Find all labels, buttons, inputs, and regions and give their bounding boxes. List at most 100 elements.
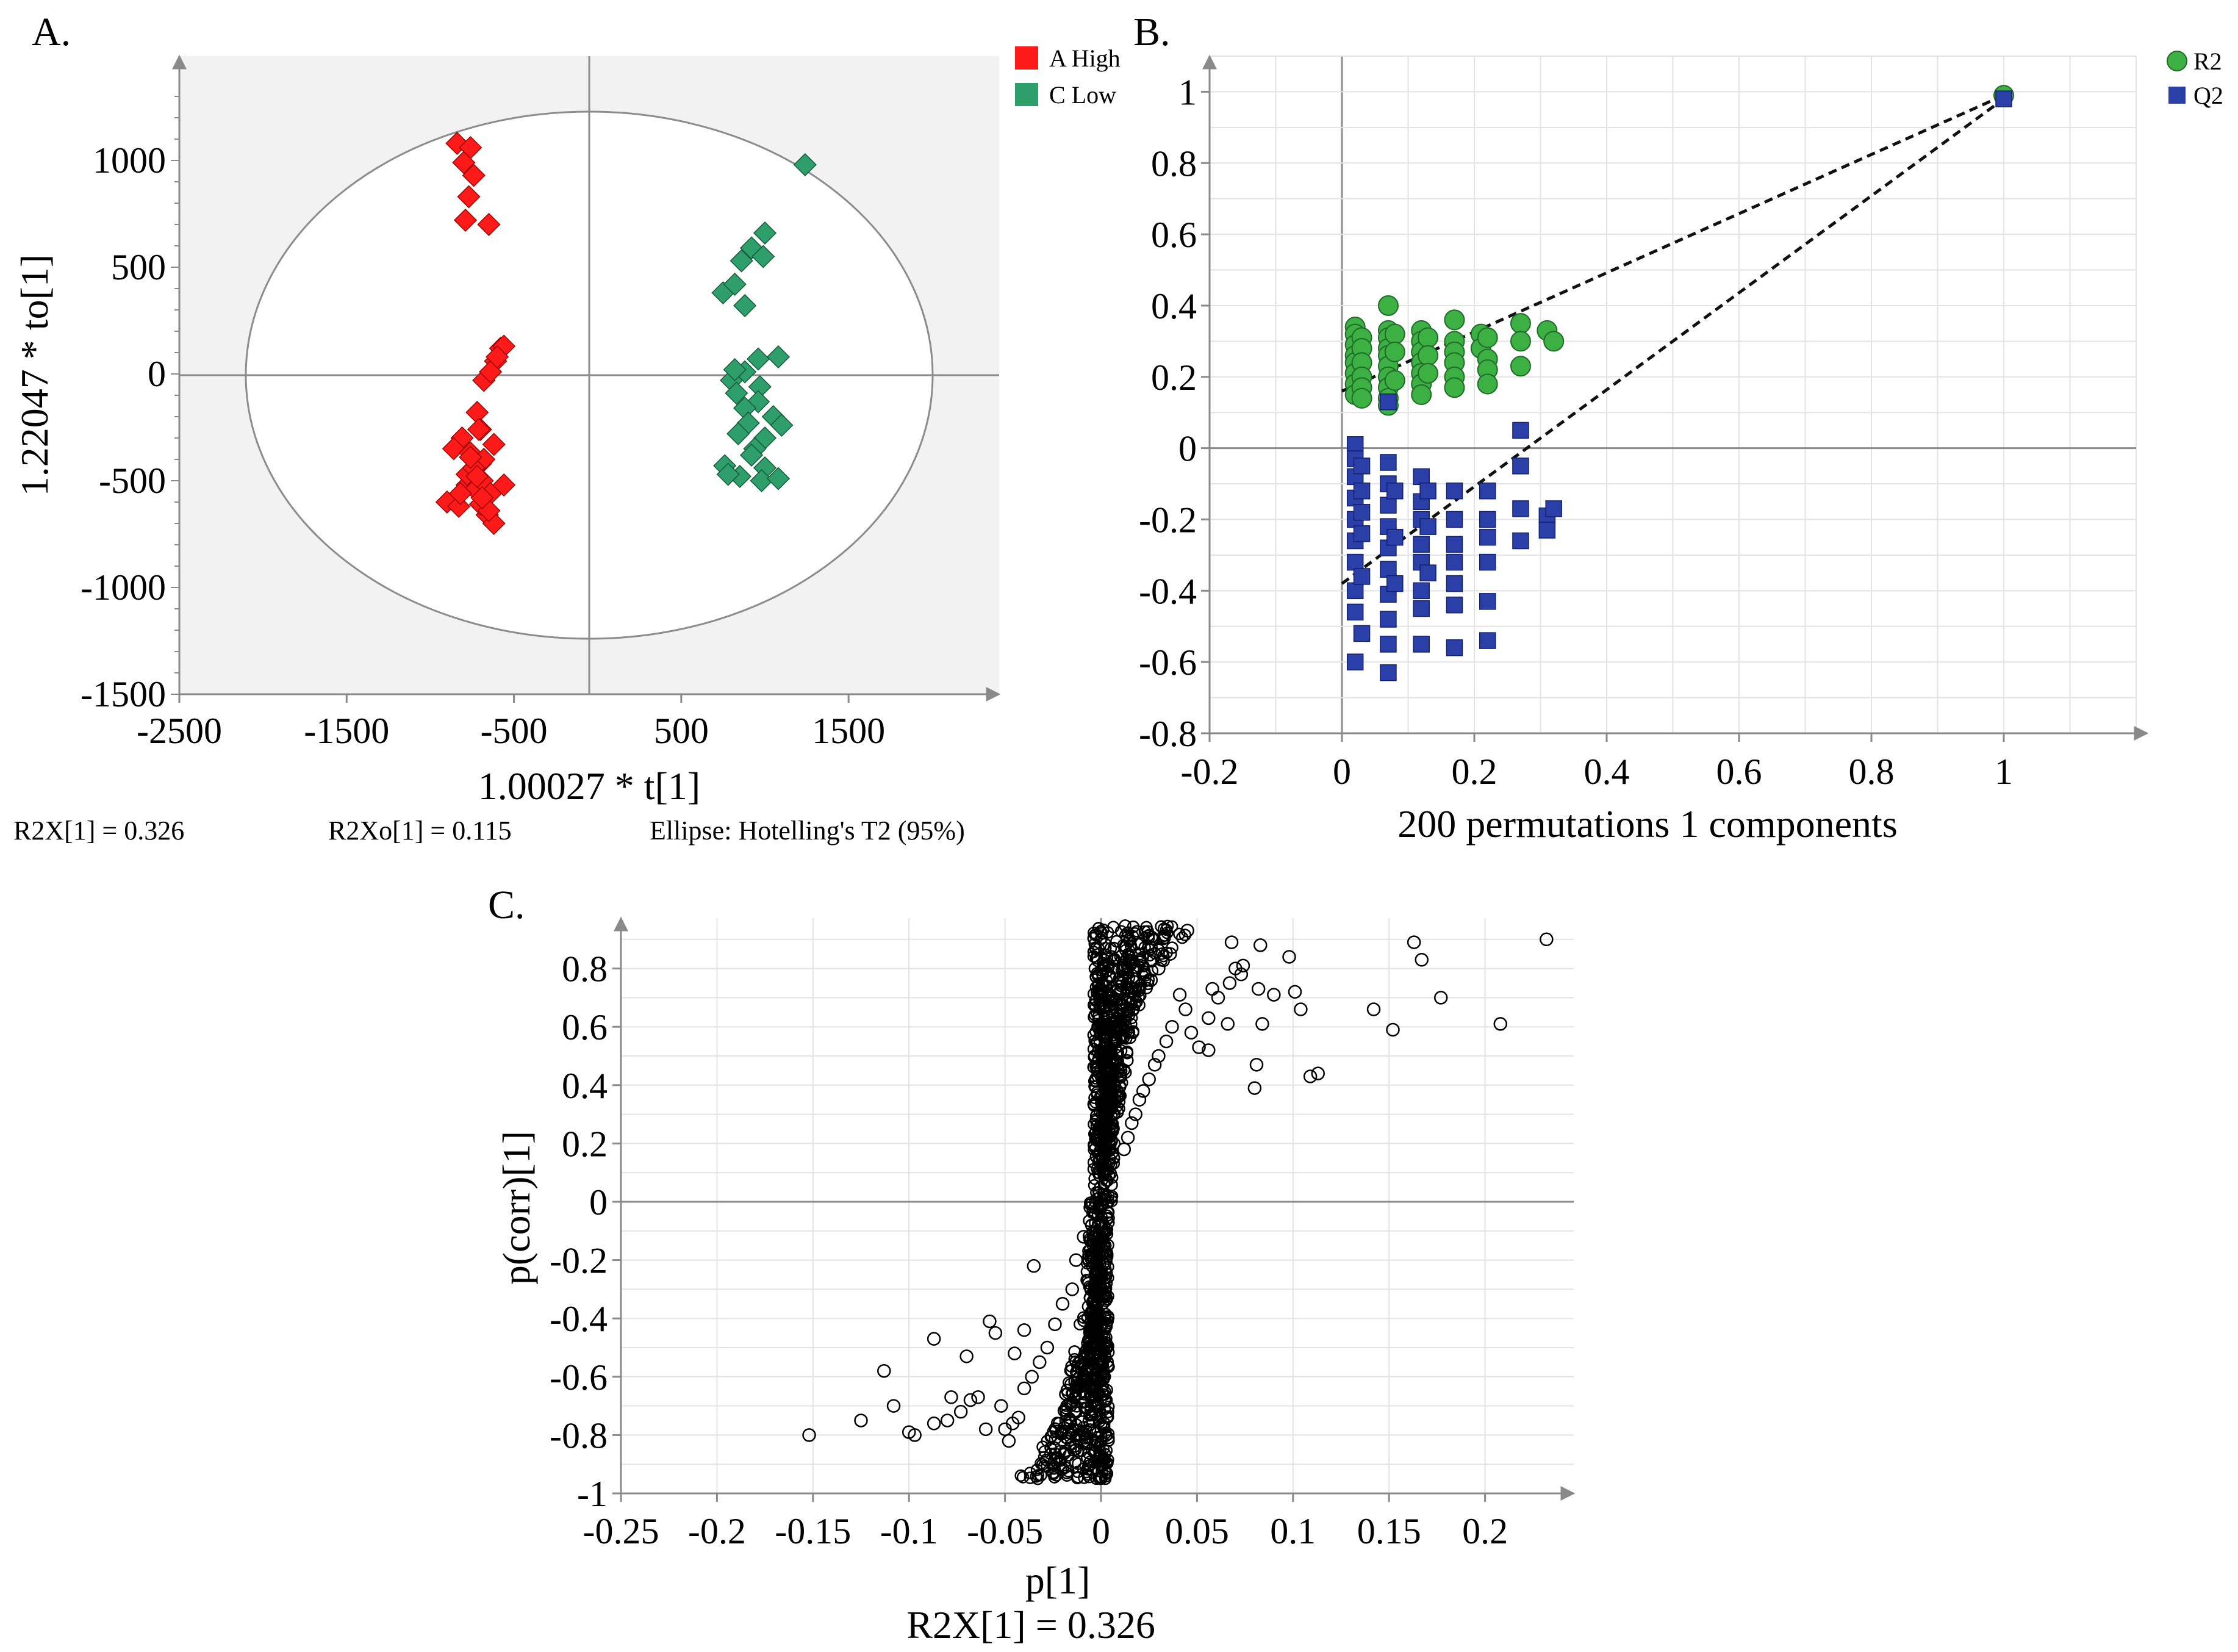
panel-b-y-tick-label: 1 [1178, 72, 1197, 112]
panel-b-point-q2 [1346, 582, 1364, 600]
panel-a-point-a-high [492, 473, 516, 497]
panel-b-point-r2 [1510, 356, 1531, 377]
panel-c-point [1294, 1002, 1308, 1016]
panel-c-point [1119, 919, 1132, 932]
panel-a-point-a-high [457, 185, 481, 209]
panel-a-point-c-low [730, 249, 753, 273]
panel-c-point [1077, 1368, 1090, 1381]
panel-c-point [1127, 1002, 1140, 1016]
panel-b-y-tick-label: 0.4 [1151, 286, 1197, 326]
panel-c-point [1105, 1191, 1118, 1204]
panel-c-point [854, 1413, 868, 1428]
panel-c-x-tick-label: 0.05 [1165, 1511, 1229, 1551]
panel-a-footer-r2x: R2X[1] = 0.326 [13, 816, 184, 846]
panel-a-point-c-low [751, 245, 775, 268]
panel-c-point [1077, 1230, 1091, 1244]
panel-a-point-c-low [716, 462, 740, 486]
panel-b-point-r2 [1377, 295, 1399, 316]
panel-b-x-tick-label: 0 [1333, 752, 1351, 792]
panel-c-point [1090, 1244, 1103, 1257]
panel-c-x-tick-label: -0.15 [775, 1511, 851, 1551]
panel-c-point [1133, 984, 1146, 997]
panel-c-x-tick-label: 0.2 [1462, 1511, 1508, 1551]
panel-c-point [1082, 1459, 1095, 1473]
panel-c-y-tick-label: -0.8 [550, 1415, 608, 1456]
panel-c-point [1143, 949, 1156, 962]
panel-c-point [1033, 1355, 1047, 1370]
panel-c-point [1108, 1036, 1121, 1050]
panel-c-point [1134, 989, 1147, 1002]
panel-c-point [1126, 971, 1139, 985]
panel-b-point-q2 [1380, 497, 1397, 514]
panel-a-point-a-high [453, 208, 478, 232]
panel-b-point-q2 [1353, 504, 1371, 521]
panel-c-x-tick-label: 0.15 [1357, 1511, 1421, 1551]
panel-b-point-r2 [1351, 387, 1372, 409]
panel-c-point [1073, 1318, 1086, 1331]
panel-c-point [1386, 1022, 1400, 1037]
panel-c-point [1065, 1282, 1080, 1296]
panel-b-y-tick-label: 0.6 [1151, 215, 1197, 255]
panel-c-x-tick-label: -0.25 [583, 1511, 659, 1551]
panel-c-point [1101, 926, 1114, 939]
panel-c-point [1128, 927, 1142, 940]
panel-c-point [802, 1428, 816, 1442]
panel-a-point-c-low [726, 422, 750, 446]
panel-b-point-q2 [1386, 528, 1404, 546]
panel-c-point [1158, 932, 1171, 944]
panel-c-x-tick-label: 0 [1092, 1511, 1110, 1551]
panel-c-point [1102, 1090, 1115, 1103]
panel-b-x-tick-label: 0.2 [1452, 752, 1497, 792]
panel-c-point [1030, 1470, 1042, 1483]
panel-c-point [1077, 1421, 1090, 1434]
panel-c-point [1099, 1128, 1112, 1141]
panel-b-point-r2 [1384, 341, 1405, 362]
panel-c-point [1155, 920, 1167, 933]
panel-c-point [1267, 988, 1281, 1002]
panel-b-y-tick-label: -0.8 [1139, 714, 1197, 754]
panel-c-point [1024, 1471, 1037, 1484]
panel-c-point [1099, 1000, 1111, 1013]
panel-b-point-q2 [1419, 518, 1436, 535]
panel-c-point [1228, 961, 1243, 975]
panel-c-y-tick-label: 0.6 [562, 1007, 608, 1047]
panel-c-point [1086, 1312, 1099, 1324]
panel-b-point-r2 [1510, 313, 1531, 334]
panel-a-point-a-high [477, 212, 501, 237]
panel-c-point [1040, 1340, 1055, 1355]
panel-a-point-a-high [486, 345, 509, 369]
panel-c-footer-r2x: R2X[1] = 0.326 [906, 1603, 1155, 1647]
panel-c-point [1116, 1008, 1130, 1021]
panel-c-point [1108, 1020, 1121, 1033]
panel-b-point-q2 [1380, 611, 1397, 628]
panel-c-point [963, 1393, 978, 1407]
panel-c-point [1092, 1186, 1106, 1199]
panel-c-point [1152, 943, 1165, 957]
panel-b-point-q2 [1413, 600, 1430, 617]
panel-c-point [1062, 1465, 1075, 1478]
panel-c-point [1053, 1454, 1067, 1467]
panel-b-point-r2 [1418, 327, 1439, 348]
panel-c-point [994, 1399, 1008, 1413]
panel-b-point-q2 [1995, 90, 2012, 107]
panel-c-point [927, 1417, 941, 1431]
panel-c-point [1125, 1116, 1139, 1130]
panel-c-point [1366, 1002, 1381, 1016]
panel-c-point [1081, 1361, 1094, 1374]
panel-c-point [1133, 979, 1147, 992]
panel-b-letter: B. [1133, 10, 1171, 54]
panel-b-point-q2 [1413, 536, 1430, 553]
panel-c-point [1100, 1010, 1114, 1022]
panel-c-letter: C. [488, 883, 525, 927]
panel-c-point [1144, 973, 1158, 987]
panel-b-point-q2 [1446, 596, 1463, 614]
panel-c-point [1089, 1409, 1102, 1421]
panel-c-point [1099, 1111, 1112, 1124]
panel-c-point [1180, 924, 1194, 938]
panel-b-y-tick-label: -0.2 [1139, 500, 1197, 540]
panel-c-point [1014, 1469, 1027, 1482]
panel-c-point [1102, 1061, 1115, 1074]
panel-c-point [983, 1314, 997, 1329]
panel-b-point-q2 [1380, 561, 1397, 578]
